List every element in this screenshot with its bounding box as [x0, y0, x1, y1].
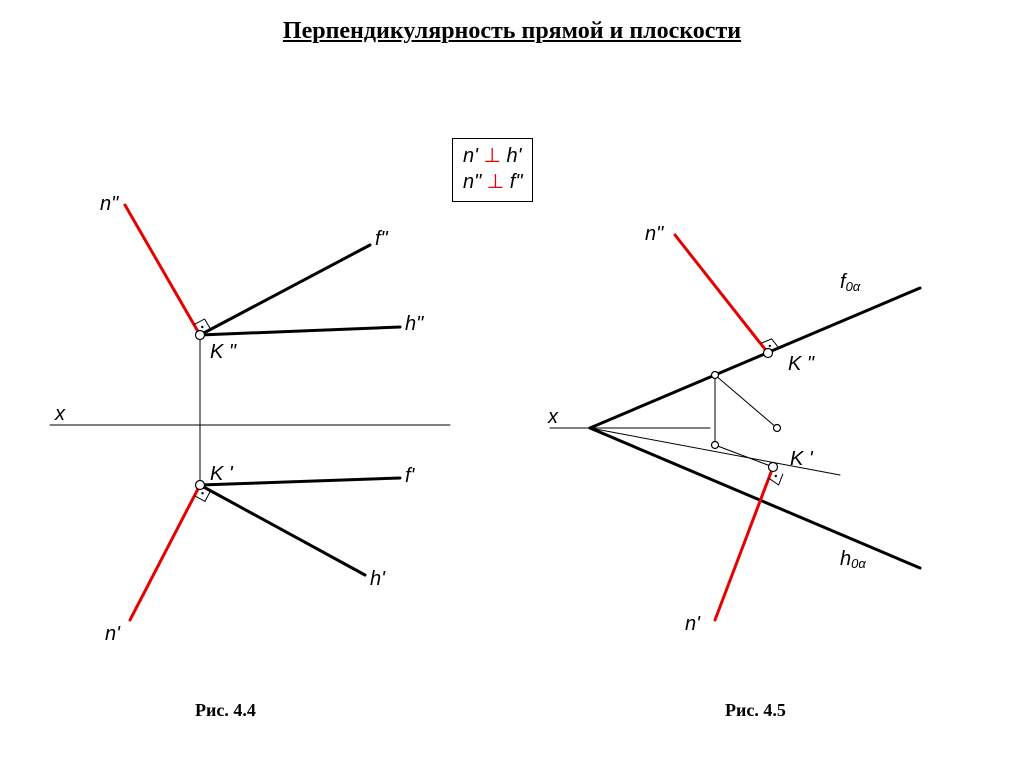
svg-text:f": f" — [375, 228, 389, 250]
svg-text:n": n" — [100, 193, 119, 215]
svg-text:f': f' — [405, 465, 416, 487]
caption-fig-4-4: Рис. 4.4 — [195, 700, 256, 721]
condition-line-1: n' ⊥ h' — [463, 143, 522, 169]
cond2-left: n" — [463, 171, 481, 193]
perp-symbol-2: ⊥ — [487, 171, 504, 193]
svg-text:n": n" — [645, 223, 664, 245]
cond1-left: n' — [463, 145, 478, 167]
cond2-right: f" — [510, 171, 523, 193]
svg-text:x: x — [54, 403, 66, 425]
svg-text:K ': K ' — [790, 448, 814, 470]
caption-fig-4-5: Рис. 4.5 — [725, 700, 786, 721]
svg-text:x: x — [547, 406, 559, 428]
cond1-right: h' — [507, 145, 522, 167]
svg-text:f0α: f0α — [840, 271, 861, 294]
svg-text:h": h" — [405, 313, 424, 335]
perp-symbol-1: ⊥ — [484, 145, 501, 167]
diagram-canvas: x K " K ' n" n' f" h" f' h' x n" n' K " K ' f0α h0α — [0, 0, 1024, 767]
figure-4-4: x K " K ' n" n' f" h" f' h' — [50, 193, 450, 645]
svg-text:h0α: h0α — [840, 548, 866, 571]
svg-text:n': n' — [105, 623, 121, 645]
figure-4-5: x n" n' K " K ' f0α h0α — [547, 223, 920, 635]
svg-text:K ": K " — [210, 341, 237, 363]
svg-text:K ': K ' — [210, 463, 234, 485]
page-title: Перпендикулярность прямой и плоскости — [0, 18, 1024, 45]
svg-text:n': n' — [685, 613, 701, 635]
perpendicularity-conditions: n' ⊥ h' n" ⊥ f" — [452, 138, 533, 202]
svg-text:K ": K " — [788, 353, 815, 375]
condition-line-2: n" ⊥ f" — [463, 169, 522, 195]
svg-text:h': h' — [370, 568, 386, 590]
